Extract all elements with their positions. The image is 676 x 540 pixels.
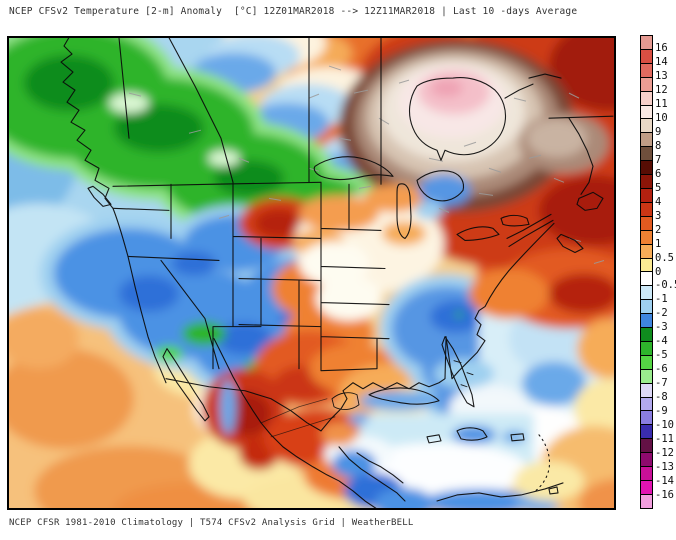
colorbar-tick-label: 12 xyxy=(655,84,668,97)
colorbar-segment xyxy=(641,286,652,301)
colorbar-tick-label: 3 xyxy=(655,209,662,222)
map-title: NCEP CFSv2 Temperature [2-m] Anomaly [°C… xyxy=(9,6,578,17)
colorbar-segment xyxy=(641,300,652,315)
colorbar-segment xyxy=(641,314,652,329)
colorbar-segment xyxy=(641,161,652,176)
colorbar-segment xyxy=(641,147,652,162)
map-borders xyxy=(60,38,614,508)
colorbar-tick-label: -9 xyxy=(655,404,668,417)
colorbar-segment xyxy=(641,216,652,231)
map-svg xyxy=(9,38,614,508)
colorbar-tick-label: 5 xyxy=(655,181,662,194)
colorbar-tick-label: 2 xyxy=(655,223,662,236)
colorbar-segment xyxy=(641,258,652,273)
colorbar-segment xyxy=(641,341,652,356)
colorbar-segment xyxy=(641,481,652,495)
colorbar-tick-label: -11 xyxy=(655,432,674,445)
colorbar-tick-label: 6 xyxy=(655,167,662,180)
colorbar-tick-label: -14 xyxy=(655,474,674,487)
colorbar-tick-label: -7 xyxy=(655,377,668,390)
colorbar-tick-label: -5 xyxy=(655,349,668,362)
colorbar-tick-label: 0.5 xyxy=(655,251,674,264)
anomaly-map xyxy=(7,36,616,510)
colorbar-tick-label: 8 xyxy=(655,140,662,153)
colorbar-tick-label: 0 xyxy=(655,265,662,278)
colorbar-tick-label: 11 xyxy=(655,98,668,111)
colorbar-tick-label: -6 xyxy=(655,363,668,376)
colorbar-tick-label: 14 xyxy=(655,56,668,69)
colorbar-segment xyxy=(641,397,652,412)
anomaly-field xyxy=(9,38,614,508)
colorbar-tick-label: -0.5 xyxy=(655,279,676,292)
colorbar-tick-label: 16 xyxy=(655,42,668,55)
credit-line: NCEP CFSR 1981-2010 Climatology | T574 C… xyxy=(9,518,414,528)
colorbar-segment xyxy=(641,425,652,440)
colorbar-segment xyxy=(641,188,652,203)
colorbar-tick-label: 13 xyxy=(655,70,668,83)
colorbar-segment xyxy=(641,244,652,259)
colorbar-tick-label: 9 xyxy=(655,126,662,139)
colorbar-segment xyxy=(641,369,652,384)
colorbar-segment xyxy=(641,230,652,245)
colorbar-tick-label: -1 xyxy=(655,293,668,306)
colorbar-tick-label: -4 xyxy=(655,335,668,348)
colorbar-segment xyxy=(641,105,652,120)
colorbar-segment xyxy=(641,49,652,64)
colorbar-segment xyxy=(641,355,652,370)
colorbar-segment xyxy=(641,202,652,217)
colorbar-segment xyxy=(641,91,652,106)
colorbar-segment xyxy=(641,36,652,50)
colorbar-segment xyxy=(641,453,652,468)
colorbar-segment xyxy=(641,175,652,189)
colorbar-segment xyxy=(641,439,652,454)
colorbar-tick-label: 7 xyxy=(655,153,662,166)
colorbar-tick-label: 4 xyxy=(655,195,662,208)
colorbar-tick-label: 10 xyxy=(655,112,668,125)
colorbar-segment xyxy=(641,328,652,342)
colorbar-tick-label: -16 xyxy=(655,488,674,501)
colorbar-tick-label: 1 xyxy=(655,237,662,250)
colorbar-tick-label: -12 xyxy=(655,446,674,459)
colorbar-segment xyxy=(641,383,652,398)
colorbar-segment xyxy=(641,272,652,287)
colorbar xyxy=(640,35,653,509)
colorbar-tick-label: -3 xyxy=(655,321,668,334)
colorbar-segment xyxy=(641,411,652,426)
colorbar-segment xyxy=(641,77,652,92)
colorbar-segment xyxy=(641,119,652,134)
colorbar-tick-label: -8 xyxy=(655,390,668,403)
colorbar-tick-label: -10 xyxy=(655,418,674,431)
colorbar-segment xyxy=(641,133,652,148)
colorbar-segment xyxy=(641,467,652,481)
colorbar-tick-label: -13 xyxy=(655,460,674,473)
colorbar-segment xyxy=(641,494,652,508)
colorbar-segment xyxy=(641,63,652,78)
colorbar-tick-label: -2 xyxy=(655,307,668,320)
